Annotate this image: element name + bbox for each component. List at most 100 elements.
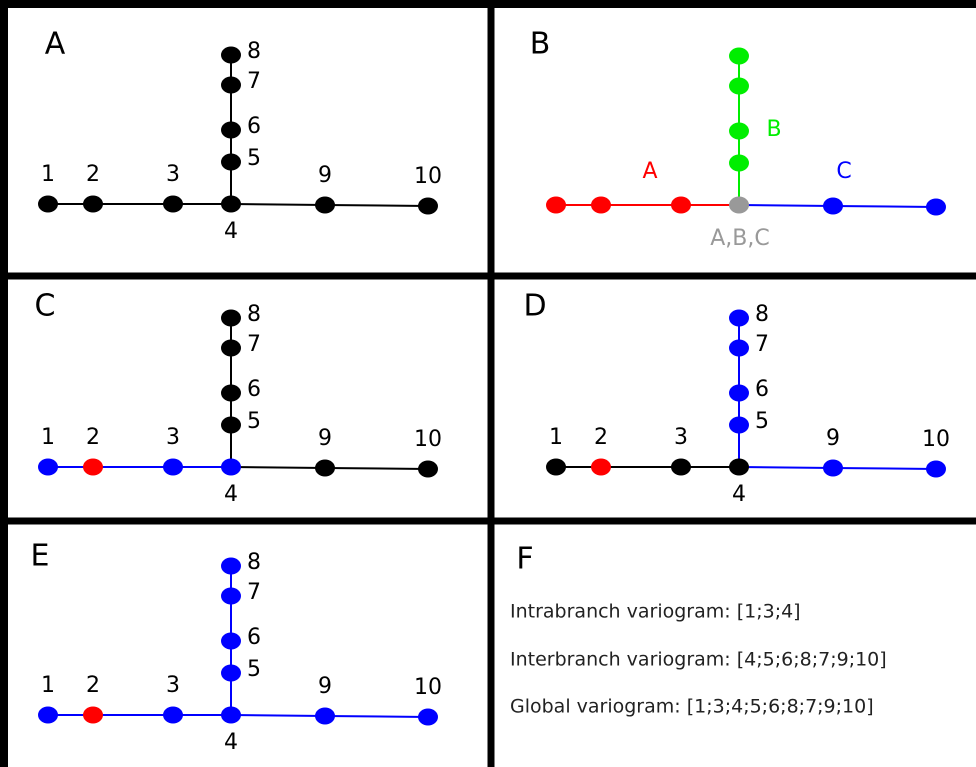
node-label: 4 [224,730,238,755]
node [221,664,241,682]
node-label: 3 [166,425,180,450]
node [729,47,749,65]
branch-label: C [836,159,851,184]
panel-label: D [523,289,546,324]
node [729,122,749,140]
node-label: 10 [414,675,442,700]
node-label: 10 [414,164,442,189]
node [221,557,241,575]
node-label: 10 [922,427,950,452]
variogram-text: Interbranch variogram: [4;5;6;8;7;9;10] [510,649,887,671]
node-label: 2 [86,673,100,698]
node-label: 7 [247,580,261,605]
node-label: 3 [166,673,180,698]
node [418,460,438,478]
node-label: 8 [755,302,769,327]
edge [324,204,429,207]
node-label: 1 [41,162,55,187]
node [315,196,335,214]
node-label: 6 [247,625,261,650]
edge [230,466,326,469]
node-label: 4 [224,482,238,507]
node [38,195,58,213]
edge [230,203,326,206]
node [729,339,749,357]
node [221,587,241,605]
node-label: 7 [755,332,769,357]
node [729,154,749,172]
variogram-text: Global variogram: [1;3;4;5;6;8;7;9;10] [510,696,874,718]
node [729,416,749,434]
node [38,458,58,476]
node [163,706,183,724]
node [591,458,611,476]
node-label: 2 [86,162,100,187]
edge [738,466,834,469]
node [926,460,946,478]
branch-label: A,B,C [710,226,770,251]
node [823,197,843,215]
node [221,46,241,64]
node-label: 9 [318,163,332,188]
node-label: 9 [826,426,840,451]
node [221,76,241,94]
edge [324,715,429,718]
node [221,309,241,327]
node [546,458,566,476]
node [83,458,103,476]
node-label: 6 [755,377,769,402]
edge [230,714,326,717]
node-label: 3 [674,425,688,450]
node-label: 5 [247,657,261,682]
node-label: 4 [224,219,238,244]
node-label: 8 [247,550,261,575]
branch-label: B [766,117,781,142]
edge [832,205,937,208]
node [418,708,438,726]
node [729,196,749,214]
edge [738,204,834,207]
node [221,632,241,650]
node-label: 2 [86,425,100,450]
panel-label: A [45,27,66,62]
node [315,707,335,725]
node [926,198,946,216]
node [83,195,103,213]
node-label: 9 [318,426,332,451]
panel-label: C [35,289,56,324]
node [823,459,843,477]
node [591,196,611,214]
node-label: 9 [318,674,332,699]
node [38,706,58,724]
node-label: 7 [247,69,261,94]
node [729,309,749,327]
node-label: 1 [41,673,55,698]
node [671,196,691,214]
node-label: 7 [247,332,261,357]
node-label: 5 [755,409,769,434]
node [729,384,749,402]
node [671,458,691,476]
node [315,459,335,477]
node-label: 5 [247,409,261,434]
node [221,458,241,476]
node [221,384,241,402]
node [546,196,566,214]
variogram-text: Intrabranch variogram: [1;3;4] [510,601,801,623]
node [221,195,241,213]
node [221,706,241,724]
panel-label: F [516,542,533,577]
node [83,706,103,724]
node-label: 6 [247,377,261,402]
node [221,416,241,434]
node-label: 5 [247,146,261,171]
node-label: 6 [247,114,261,139]
edge [324,467,429,470]
node [418,197,438,215]
node [221,121,241,139]
panel-label: E [31,539,50,574]
node-label: 1 [41,425,55,450]
node [729,77,749,95]
